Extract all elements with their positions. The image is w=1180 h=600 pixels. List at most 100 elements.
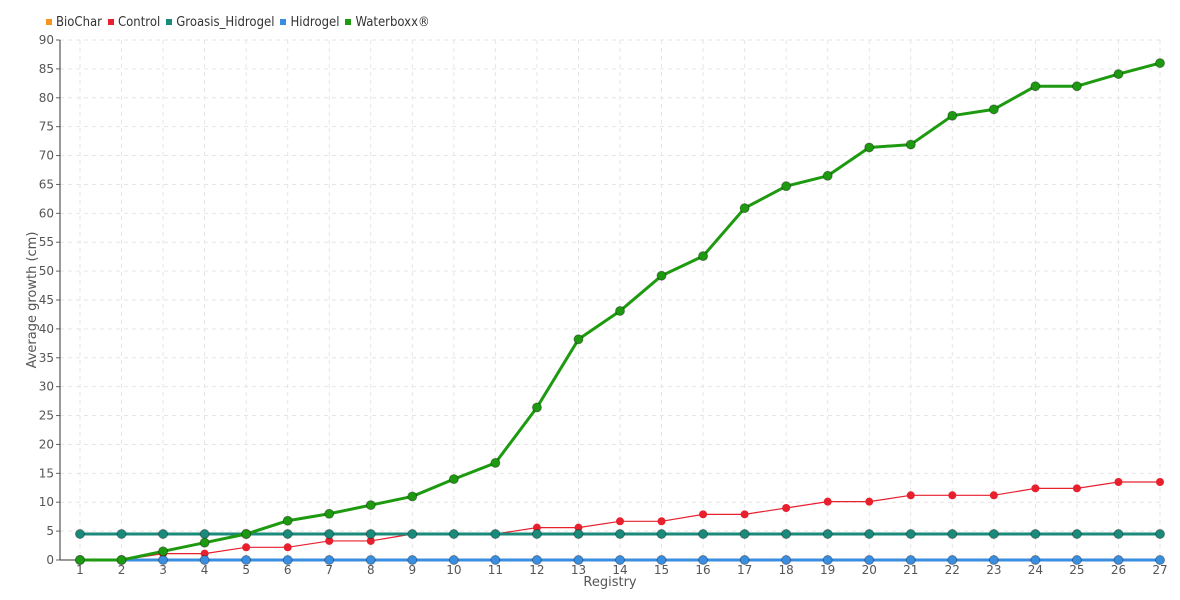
data-point — [822, 170, 833, 181]
data-point — [573, 555, 584, 565]
data-point — [988, 529, 999, 539]
legend-swatch — [107, 19, 114, 25]
x-tick-label: 16 — [695, 563, 710, 577]
data-point — [448, 555, 459, 565]
data-point — [905, 529, 916, 539]
x-tick-label: 27 — [1152, 563, 1167, 577]
data-point — [823, 497, 832, 506]
data-point — [1072, 484, 1081, 493]
data-point — [781, 181, 792, 192]
data-point — [1155, 58, 1165, 69]
x-tick-label: 4 — [201, 563, 209, 577]
data-point — [989, 491, 998, 500]
x-tick-label: 8 — [367, 563, 375, 577]
data-point — [241, 529, 252, 539]
data-point — [1071, 81, 1082, 92]
legend-label: Hidrogel — [290, 14, 340, 30]
data-point — [1030, 555, 1041, 565]
data-point — [864, 142, 875, 153]
x-tick-label: 23 — [986, 563, 1001, 577]
y-tick-label: 65 — [39, 177, 54, 191]
data-point — [1071, 529, 1082, 539]
data-point — [740, 510, 749, 519]
data-point — [657, 517, 666, 526]
x-tick-label: 24 — [1028, 563, 1043, 577]
data-point — [1156, 478, 1164, 486]
data-point — [865, 497, 874, 506]
x-tick-label: 22 — [945, 563, 960, 577]
data-point — [864, 529, 875, 539]
y-tick-label: 25 — [39, 409, 54, 423]
x-tick-label: 19 — [820, 563, 835, 577]
data-point — [407, 491, 418, 502]
y-tick-label: 20 — [39, 437, 54, 451]
data-point — [199, 537, 210, 548]
x-tick-label: 3 — [159, 563, 167, 577]
x-tick-label: 18 — [779, 563, 794, 577]
data-point — [531, 402, 542, 413]
data-point — [1114, 478, 1123, 486]
data-point — [1155, 555, 1165, 565]
data-point — [365, 529, 376, 539]
data-point — [988, 104, 999, 115]
y-tick-label: 15 — [39, 466, 54, 480]
legend-item[interactable]: Control — [107, 15, 160, 30]
data-point — [739, 529, 750, 539]
x-tick-label: 17 — [737, 563, 752, 577]
data-point — [324, 508, 335, 519]
chart-legend: BioChar Control Groasis_Hidrogel Hidrogel Wa… — [46, 12, 436, 32]
data-point — [116, 529, 127, 539]
x-tick-label: 14 — [612, 563, 627, 577]
legend-item[interactable]: Groasis_Hidrogel — [166, 15, 274, 30]
data-point — [947, 110, 958, 121]
data-point — [1113, 529, 1124, 539]
data-point — [282, 529, 293, 539]
data-point — [241, 555, 252, 565]
data-point — [573, 529, 584, 539]
data-point — [282, 555, 293, 565]
y-tick-label: 80 — [39, 91, 54, 105]
data-point — [698, 251, 709, 262]
data-point — [1113, 69, 1124, 80]
data-point — [158, 555, 169, 565]
legend-item[interactable]: Waterboxx® — [345, 15, 430, 30]
x-tick-label: 15 — [654, 563, 669, 577]
y-tick-label: 10 — [39, 495, 54, 509]
data-point — [782, 504, 791, 512]
data-point — [282, 515, 293, 526]
x-tick-label: 9 — [408, 563, 416, 577]
data-point — [158, 546, 169, 557]
x-tick-label: 2 — [118, 563, 126, 577]
data-point — [1071, 555, 1082, 565]
x-tick-label: 12 — [529, 563, 544, 577]
data-point — [781, 529, 792, 539]
legend-label: Groasis_Hidrogel — [176, 14, 275, 30]
y-tick-label: 55 — [39, 235, 54, 249]
data-point — [324, 529, 335, 539]
data-point — [905, 139, 916, 150]
y-tick-label: 70 — [39, 149, 54, 163]
data-point — [656, 555, 667, 565]
data-point — [615, 305, 625, 316]
legend-item[interactable]: Hidrogel — [280, 15, 339, 30]
data-point — [947, 529, 958, 539]
data-point — [407, 555, 418, 565]
data-point — [739, 203, 750, 214]
data-point — [365, 555, 376, 565]
x-tick-label: 20 — [862, 563, 877, 577]
data-point — [615, 555, 625, 565]
data-point — [1155, 529, 1165, 539]
data-point — [822, 529, 833, 539]
data-point — [531, 529, 542, 539]
y-tick-label: 50 — [39, 264, 54, 278]
x-tick-label: 21 — [903, 563, 918, 577]
y-axis-label: Average growth (cm) — [25, 232, 40, 369]
data-point — [199, 555, 210, 565]
data-point — [75, 555, 85, 565]
x-tick-label: 6 — [284, 563, 292, 577]
x-tick-label: 1 — [76, 563, 84, 577]
legend-item[interactable]: BioChar — [46, 15, 102, 30]
data-point — [822, 555, 833, 565]
data-point — [781, 555, 792, 565]
